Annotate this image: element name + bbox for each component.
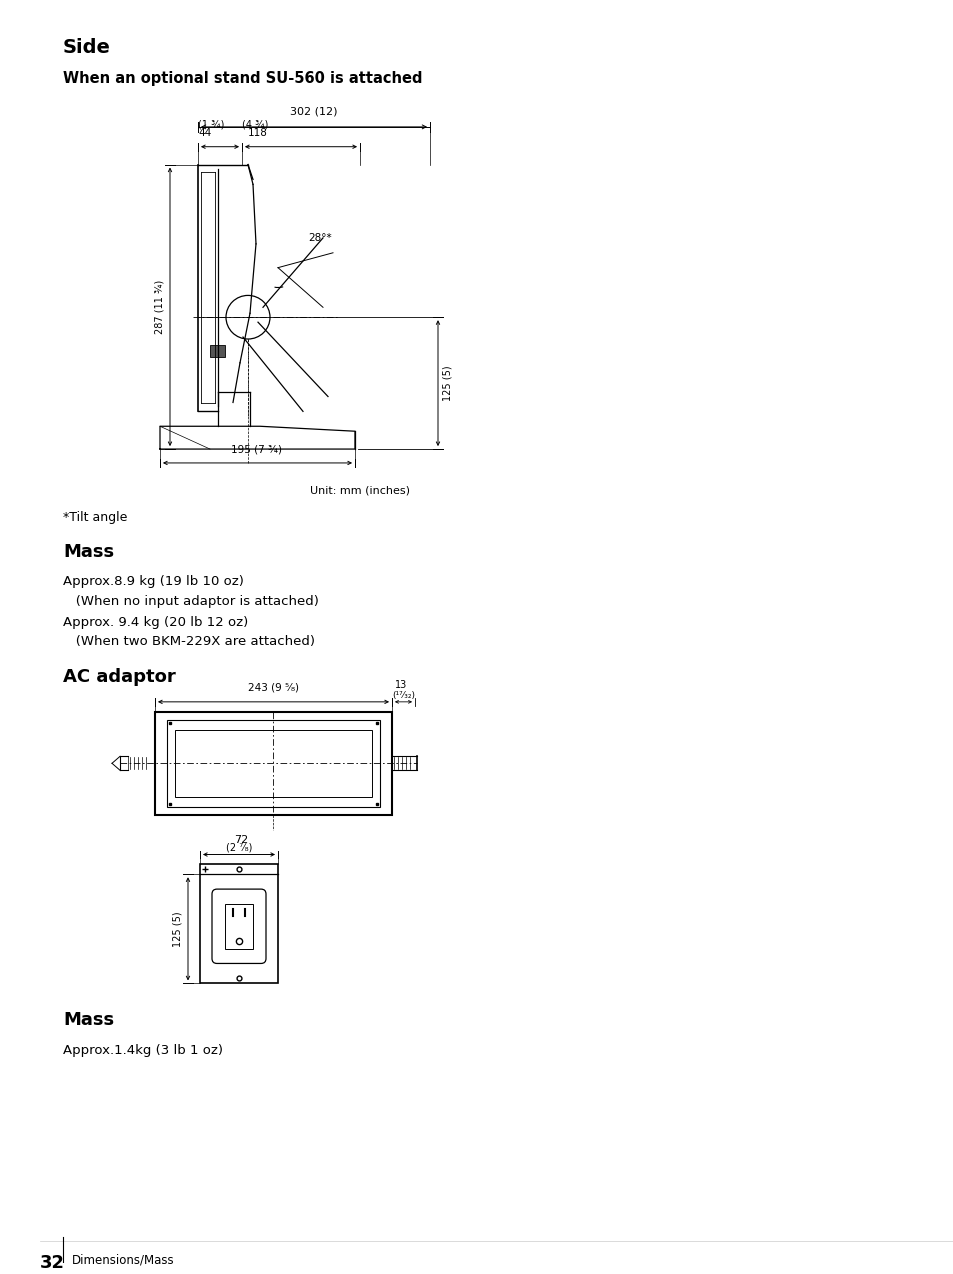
Text: (4 ¾): (4 ¾) bbox=[242, 120, 268, 130]
Text: (2 ⁷⁄₈): (2 ⁷⁄₈) bbox=[226, 842, 252, 852]
Text: 72: 72 bbox=[233, 834, 248, 845]
Text: (¹⁷⁄₃₂): (¹⁷⁄₃₂) bbox=[392, 691, 415, 699]
Text: 302 (12): 302 (12) bbox=[290, 107, 337, 117]
Text: Side: Side bbox=[63, 38, 111, 56]
Text: (When two BKM-229X are attached): (When two BKM-229X are attached) bbox=[63, 636, 314, 648]
Bar bbox=[167, 720, 379, 806]
Text: AC adaptor: AC adaptor bbox=[63, 668, 175, 687]
Bar bbox=[174, 730, 372, 798]
Text: (When no input adaptor is attached): (When no input adaptor is attached) bbox=[63, 595, 318, 608]
Text: 125 (5): 125 (5) bbox=[442, 366, 453, 401]
Text: Approx.8.9 kg (19 lb 10 oz): Approx.8.9 kg (19 lb 10 oz) bbox=[63, 575, 244, 589]
Bar bbox=[154, 712, 392, 815]
Text: Dimensions/Mass: Dimensions/Mass bbox=[71, 1254, 174, 1266]
Text: Mass: Mass bbox=[63, 1012, 114, 1029]
Text: (1 ¾): (1 ¾) bbox=[198, 120, 224, 130]
Text: 44: 44 bbox=[198, 127, 211, 138]
Text: When an optional stand SU-560 is attached: When an optional stand SU-560 is attache… bbox=[63, 71, 422, 87]
Text: Approx. 9.4 kg (20 lb 12 oz): Approx. 9.4 kg (20 lb 12 oz) bbox=[63, 615, 248, 628]
Text: 13: 13 bbox=[395, 680, 407, 691]
Text: 125 (5): 125 (5) bbox=[172, 911, 183, 947]
Text: *Tilt angle: *Tilt angle bbox=[63, 511, 128, 524]
Bar bbox=[210, 345, 225, 357]
Bar bbox=[200, 865, 277, 984]
Text: 118: 118 bbox=[248, 127, 268, 138]
Text: 287 (11 ¾): 287 (11 ¾) bbox=[154, 280, 165, 334]
Text: 28°*: 28°* bbox=[308, 233, 332, 243]
Text: 195 (7 ¾): 195 (7 ¾) bbox=[232, 445, 282, 454]
Text: Unit: mm (inches): Unit: mm (inches) bbox=[310, 485, 410, 496]
Text: 243 (9 ⁵⁄₈): 243 (9 ⁵⁄₈) bbox=[248, 683, 298, 693]
Text: Mass: Mass bbox=[63, 543, 114, 562]
Bar bbox=[225, 905, 253, 949]
Text: Approx.1.4kg (3 lb 1 oz): Approx.1.4kg (3 lb 1 oz) bbox=[63, 1043, 223, 1057]
Text: 32: 32 bbox=[40, 1254, 65, 1271]
